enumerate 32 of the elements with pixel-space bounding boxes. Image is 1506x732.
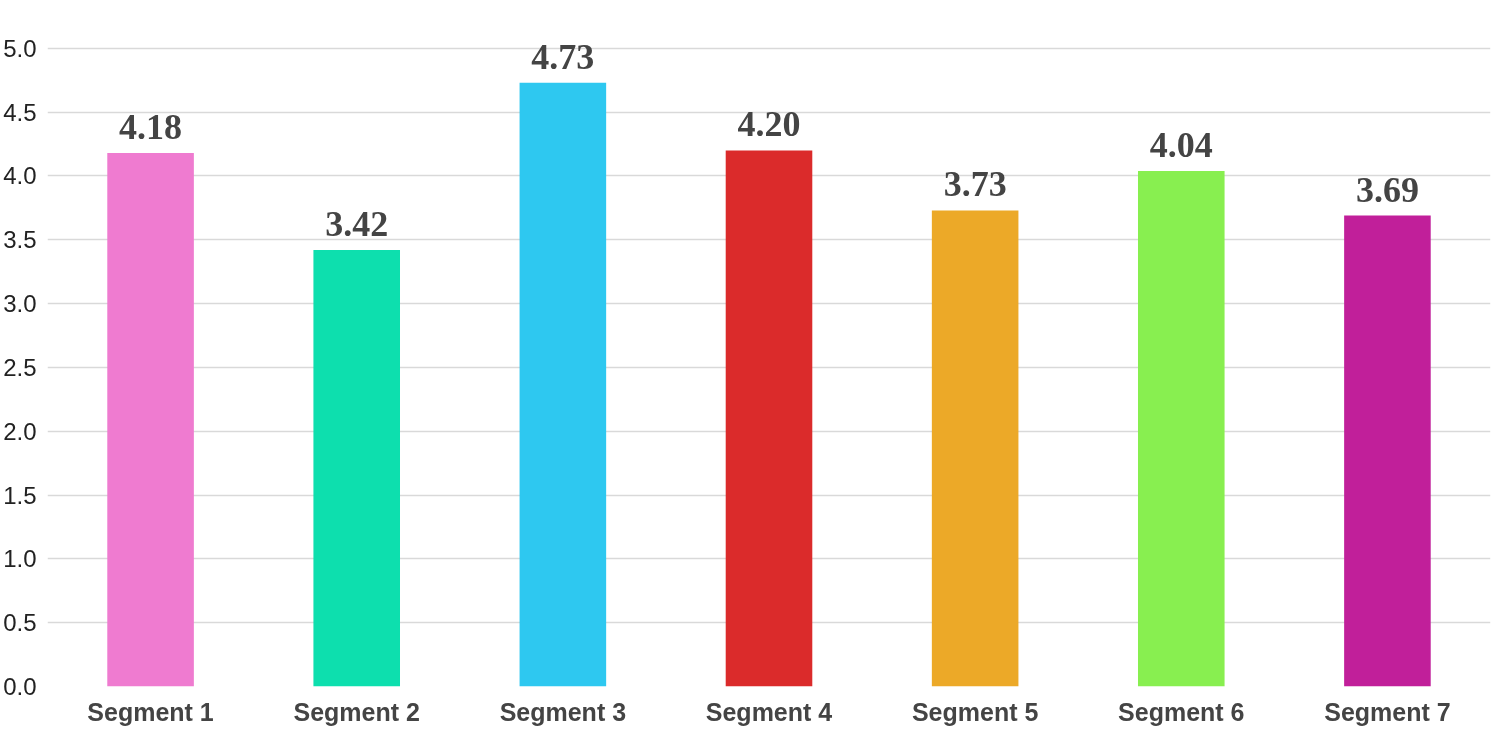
bar [313, 250, 400, 687]
y-tick-label: 0.5 [3, 609, 37, 637]
y-tick-label: 1.5 [3, 481, 37, 509]
bar [1138, 170, 1225, 687]
y-tick-label: 5.0 [3, 34, 37, 62]
data-label: 4.73 [531, 36, 595, 77]
x-tick-label: Segment 6 [1118, 697, 1245, 726]
y-tick-label: 0.0 [3, 673, 37, 700]
bar [931, 210, 1019, 687]
data-label: 3.42 [325, 204, 389, 245]
x-tick-label: Segment 3 [499, 697, 627, 726]
data-label: 3.73 [943, 164, 1007, 205]
data-label: 4.20 [737, 104, 801, 145]
x-tick-label: Segment 4 [705, 697, 833, 726]
x-tick-label: Segment 5 [911, 697, 1039, 726]
x-tick-label: Segment 2 [293, 697, 420, 726]
data-label: 3.69 [1355, 169, 1419, 210]
bar [519, 82, 607, 687]
y-tick-label: 3.0 [3, 290, 37, 318]
y-tick-label: 1.0 [3, 545, 37, 573]
data-label: 4.18 [119, 107, 183, 148]
y-tick-label: 2.0 [3, 417, 37, 445]
data-label: 4.04 [1149, 124, 1213, 165]
bar [1344, 215, 1431, 687]
bar [725, 150, 813, 687]
y-tick-label: 3.5 [3, 226, 37, 254]
y-tick-label: 4.0 [3, 162, 37, 190]
y-tick-label: 2.5 [3, 353, 37, 381]
x-tick-label: Segment 7 [1324, 697, 1451, 726]
x-tick-label: Segment 1 [87, 697, 214, 726]
y-tick-label: 4.5 [3, 98, 37, 126]
bar [107, 153, 194, 687]
